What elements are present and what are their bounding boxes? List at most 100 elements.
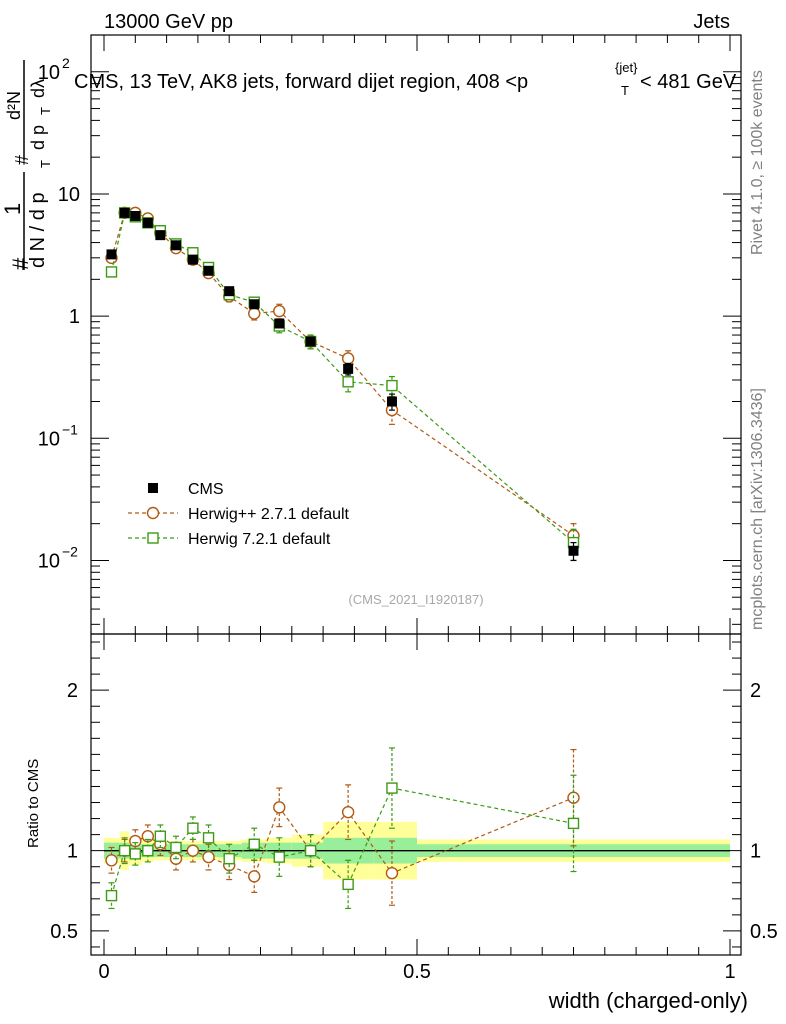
data-point bbox=[386, 782, 398, 794]
data-point bbox=[142, 217, 153, 228]
data-point bbox=[170, 841, 182, 854]
ratio-y-tick-label-right: 0.5 bbox=[750, 921, 778, 943]
ylabel-numerator: 1 bbox=[0, 203, 25, 215]
ylabel-hash: # bbox=[8, 257, 33, 270]
data-point bbox=[155, 230, 166, 241]
data-point bbox=[305, 336, 316, 347]
y-tick-label: 10 −2 bbox=[38, 543, 78, 572]
ylabel-den-sub: T bbox=[38, 160, 53, 168]
ratio-y-axis-label: Ratio to CMS bbox=[25, 759, 42, 848]
legend-label: Herwig++ 2.7.1 default bbox=[188, 506, 350, 523]
x-tick-label: 1 bbox=[724, 961, 735, 983]
data-point bbox=[118, 844, 131, 857]
legend: CMS Herwig++ 2.7.1 default Herwig 7.2.1 de… bbox=[128, 481, 350, 548]
data-point bbox=[105, 854, 118, 867]
data-point bbox=[129, 834, 142, 848]
data-point bbox=[202, 832, 215, 844]
y-tick-label-exp: 2 bbox=[62, 55, 70, 71]
data-point bbox=[105, 266, 118, 278]
ratio-y-tick-label: 0.5 bbox=[50, 921, 78, 943]
y-tick-label-base: 10 bbox=[58, 184, 80, 206]
y-tick-label-exp: −1 bbox=[62, 421, 78, 437]
rivet-label: Rivet 4.1.0, ≥ 100k events bbox=[749, 70, 766, 255]
y-tick-label: 10 bbox=[58, 184, 80, 206]
analysis-watermark: (CMS_2021_I1920187) bbox=[348, 592, 483, 607]
x-tick-label: 0 bbox=[98, 961, 109, 983]
x-axis-label: width (charged-only) bbox=[548, 988, 748, 1013]
data-point bbox=[142, 844, 154, 857]
legend-marker bbox=[148, 483, 158, 493]
data-point bbox=[273, 304, 286, 318]
data-point bbox=[249, 299, 260, 310]
y-tick-label-base: 1 bbox=[69, 306, 80, 328]
data-point bbox=[105, 889, 118, 902]
plot-title-sub: T bbox=[621, 83, 629, 98]
data-point bbox=[342, 376, 354, 388]
data-point bbox=[341, 805, 355, 819]
plot-title: CMS, 13 TeV, AK8 jets, forward dijet reg… bbox=[74, 60, 737, 98]
data-point bbox=[187, 254, 198, 265]
main-plot-series bbox=[105, 206, 580, 562]
legend-label: Herwig 7.2.1 default bbox=[188, 531, 331, 548]
x-tick-label: 0.5 bbox=[403, 961, 431, 983]
ratio-frame-box bbox=[90, 633, 742, 956]
data-point bbox=[170, 240, 181, 251]
y-tick-label: 10 −1 bbox=[38, 421, 78, 450]
ratio-y-tick-label-right: 1 bbox=[750, 841, 761, 863]
data-point bbox=[154, 830, 167, 842]
data-point bbox=[386, 396, 397, 407]
plot-title-main: CMS, 13 TeV, AK8 jets, forward dijet reg… bbox=[74, 71, 528, 93]
ylabel-denominator: d N / d p bbox=[27, 192, 49, 268]
y-tick-label-base: 10 bbox=[38, 550, 60, 572]
data-point bbox=[202, 850, 215, 864]
data-point bbox=[119, 207, 130, 218]
data-point bbox=[342, 878, 354, 891]
ylabel-numerator2: d²N bbox=[4, 91, 24, 120]
data-point bbox=[568, 545, 579, 556]
legend-item: Herwig++ 2.7.1 default bbox=[128, 506, 350, 523]
data-point bbox=[341, 352, 355, 365]
data-point bbox=[129, 848, 142, 860]
ratio-plot-frame: 0 0.5 1 2 2 1 1 0.5 0.5 bbox=[50, 633, 778, 983]
y-tick-label-exp: −2 bbox=[62, 543, 78, 559]
y-tick-label: 1 bbox=[69, 306, 80, 328]
data-point bbox=[248, 307, 261, 320]
data-point bbox=[130, 210, 141, 221]
ylabel-den2-sub: T bbox=[38, 107, 53, 115]
series-line bbox=[110, 212, 574, 537]
ratio-plot-series bbox=[105, 747, 580, 910]
ratio-series-herwig-7-2-1-default bbox=[105, 747, 580, 910]
legend-item: CMS bbox=[148, 481, 224, 498]
ylabel-hash2: # bbox=[12, 155, 32, 165]
legend-marker bbox=[147, 532, 159, 544]
data-point bbox=[385, 866, 399, 880]
category-label: Jets bbox=[693, 11, 730, 33]
plot-title-sup: {jet} bbox=[615, 60, 638, 75]
main-y-axis-label: # 1 d N / d p T # d²N d p T dλ bbox=[0, 60, 53, 270]
y-tick-label: 10 2 bbox=[38, 55, 70, 84]
data-point bbox=[106, 249, 117, 260]
data-point bbox=[273, 851, 285, 863]
data-point bbox=[386, 379, 398, 392]
data-point bbox=[567, 817, 580, 830]
data-point bbox=[248, 838, 260, 850]
data-point bbox=[186, 844, 200, 857]
data-point bbox=[224, 286, 235, 297]
data-point bbox=[343, 363, 354, 374]
ratio-series-herwig-2-7-1-default bbox=[105, 748, 580, 906]
data-point bbox=[274, 318, 285, 329]
mcplots-label: mcplots.cern.ch [arXiv:1306.3436] bbox=[749, 388, 766, 630]
ylabel-denominator2: d p bbox=[28, 125, 48, 150]
plot-title-tail: < 481 GeV bbox=[640, 71, 737, 93]
data-point bbox=[304, 844, 317, 857]
data-point bbox=[187, 822, 199, 834]
data-point bbox=[248, 870, 261, 883]
data-point bbox=[203, 265, 214, 276]
y-tick-label-base: 10 bbox=[38, 62, 60, 84]
energy-label: 13000 GeV pp bbox=[104, 11, 233, 33]
data-point bbox=[223, 853, 235, 865]
ratio-y-tick-label: 2 bbox=[67, 680, 78, 702]
main-series-cms bbox=[106, 207, 579, 562]
